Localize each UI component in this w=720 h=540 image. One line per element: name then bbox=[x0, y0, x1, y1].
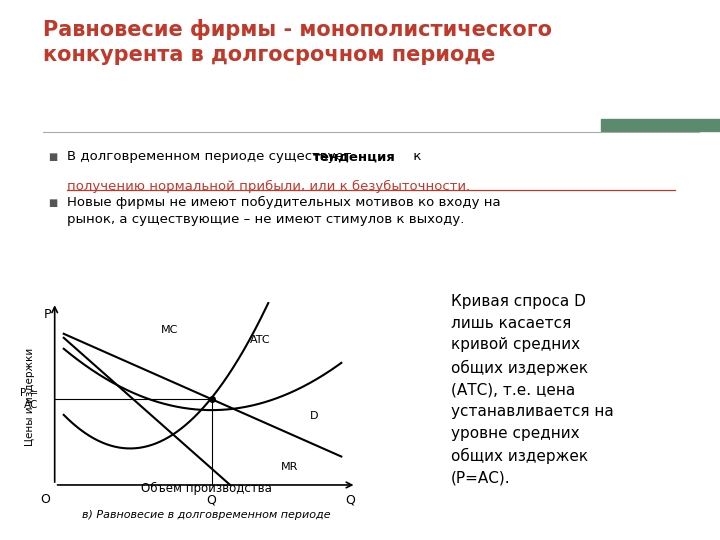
Text: MR: MR bbox=[282, 462, 299, 472]
Text: Q: Q bbox=[346, 493, 355, 506]
Text: O: O bbox=[41, 493, 50, 506]
Text: к: к bbox=[409, 150, 422, 163]
Text: В долговременном периоде существует: В долговременном периоде существует bbox=[67, 150, 356, 163]
Text: P: P bbox=[43, 308, 51, 321]
Text: в) Равновесие в долговременном периоде: в) Равновесие в долговременном периоде bbox=[82, 510, 331, 521]
Text: тенденция: тенденция bbox=[312, 150, 396, 163]
Text: Объем производства: Объем производства bbox=[141, 482, 272, 495]
Text: Q: Q bbox=[207, 493, 217, 506]
Text: P =
AC: P = AC bbox=[20, 388, 38, 410]
Bar bbox=[601, 119, 720, 131]
Text: ■: ■ bbox=[48, 198, 58, 208]
Text: ATC: ATC bbox=[250, 335, 270, 345]
Text: Кривая спроса D
лишь касается
кривой средних
общих издержек
(АТС), т.е. цена
уст: Кривая спроса D лишь касается кривой сре… bbox=[451, 294, 614, 485]
Text: Цены и издержки: Цены и издержки bbox=[25, 348, 35, 446]
Text: Равновесие фирмы - монополистического
конкурента в долгосрочном периоде: Равновесие фирмы - монополистического ко… bbox=[42, 19, 552, 65]
Text: ■: ■ bbox=[48, 152, 58, 163]
Text: MC: MC bbox=[161, 326, 178, 335]
Text: D: D bbox=[310, 411, 318, 421]
Text: Новые фирмы не имеют побудительных мотивов ко входу на
рынок, а существующие – н: Новые фирмы не имеют побудительных мотив… bbox=[67, 196, 500, 226]
Text: получению нормальной прибыли, или к безубыточности.: получению нормальной прибыли, или к безу… bbox=[67, 180, 470, 193]
